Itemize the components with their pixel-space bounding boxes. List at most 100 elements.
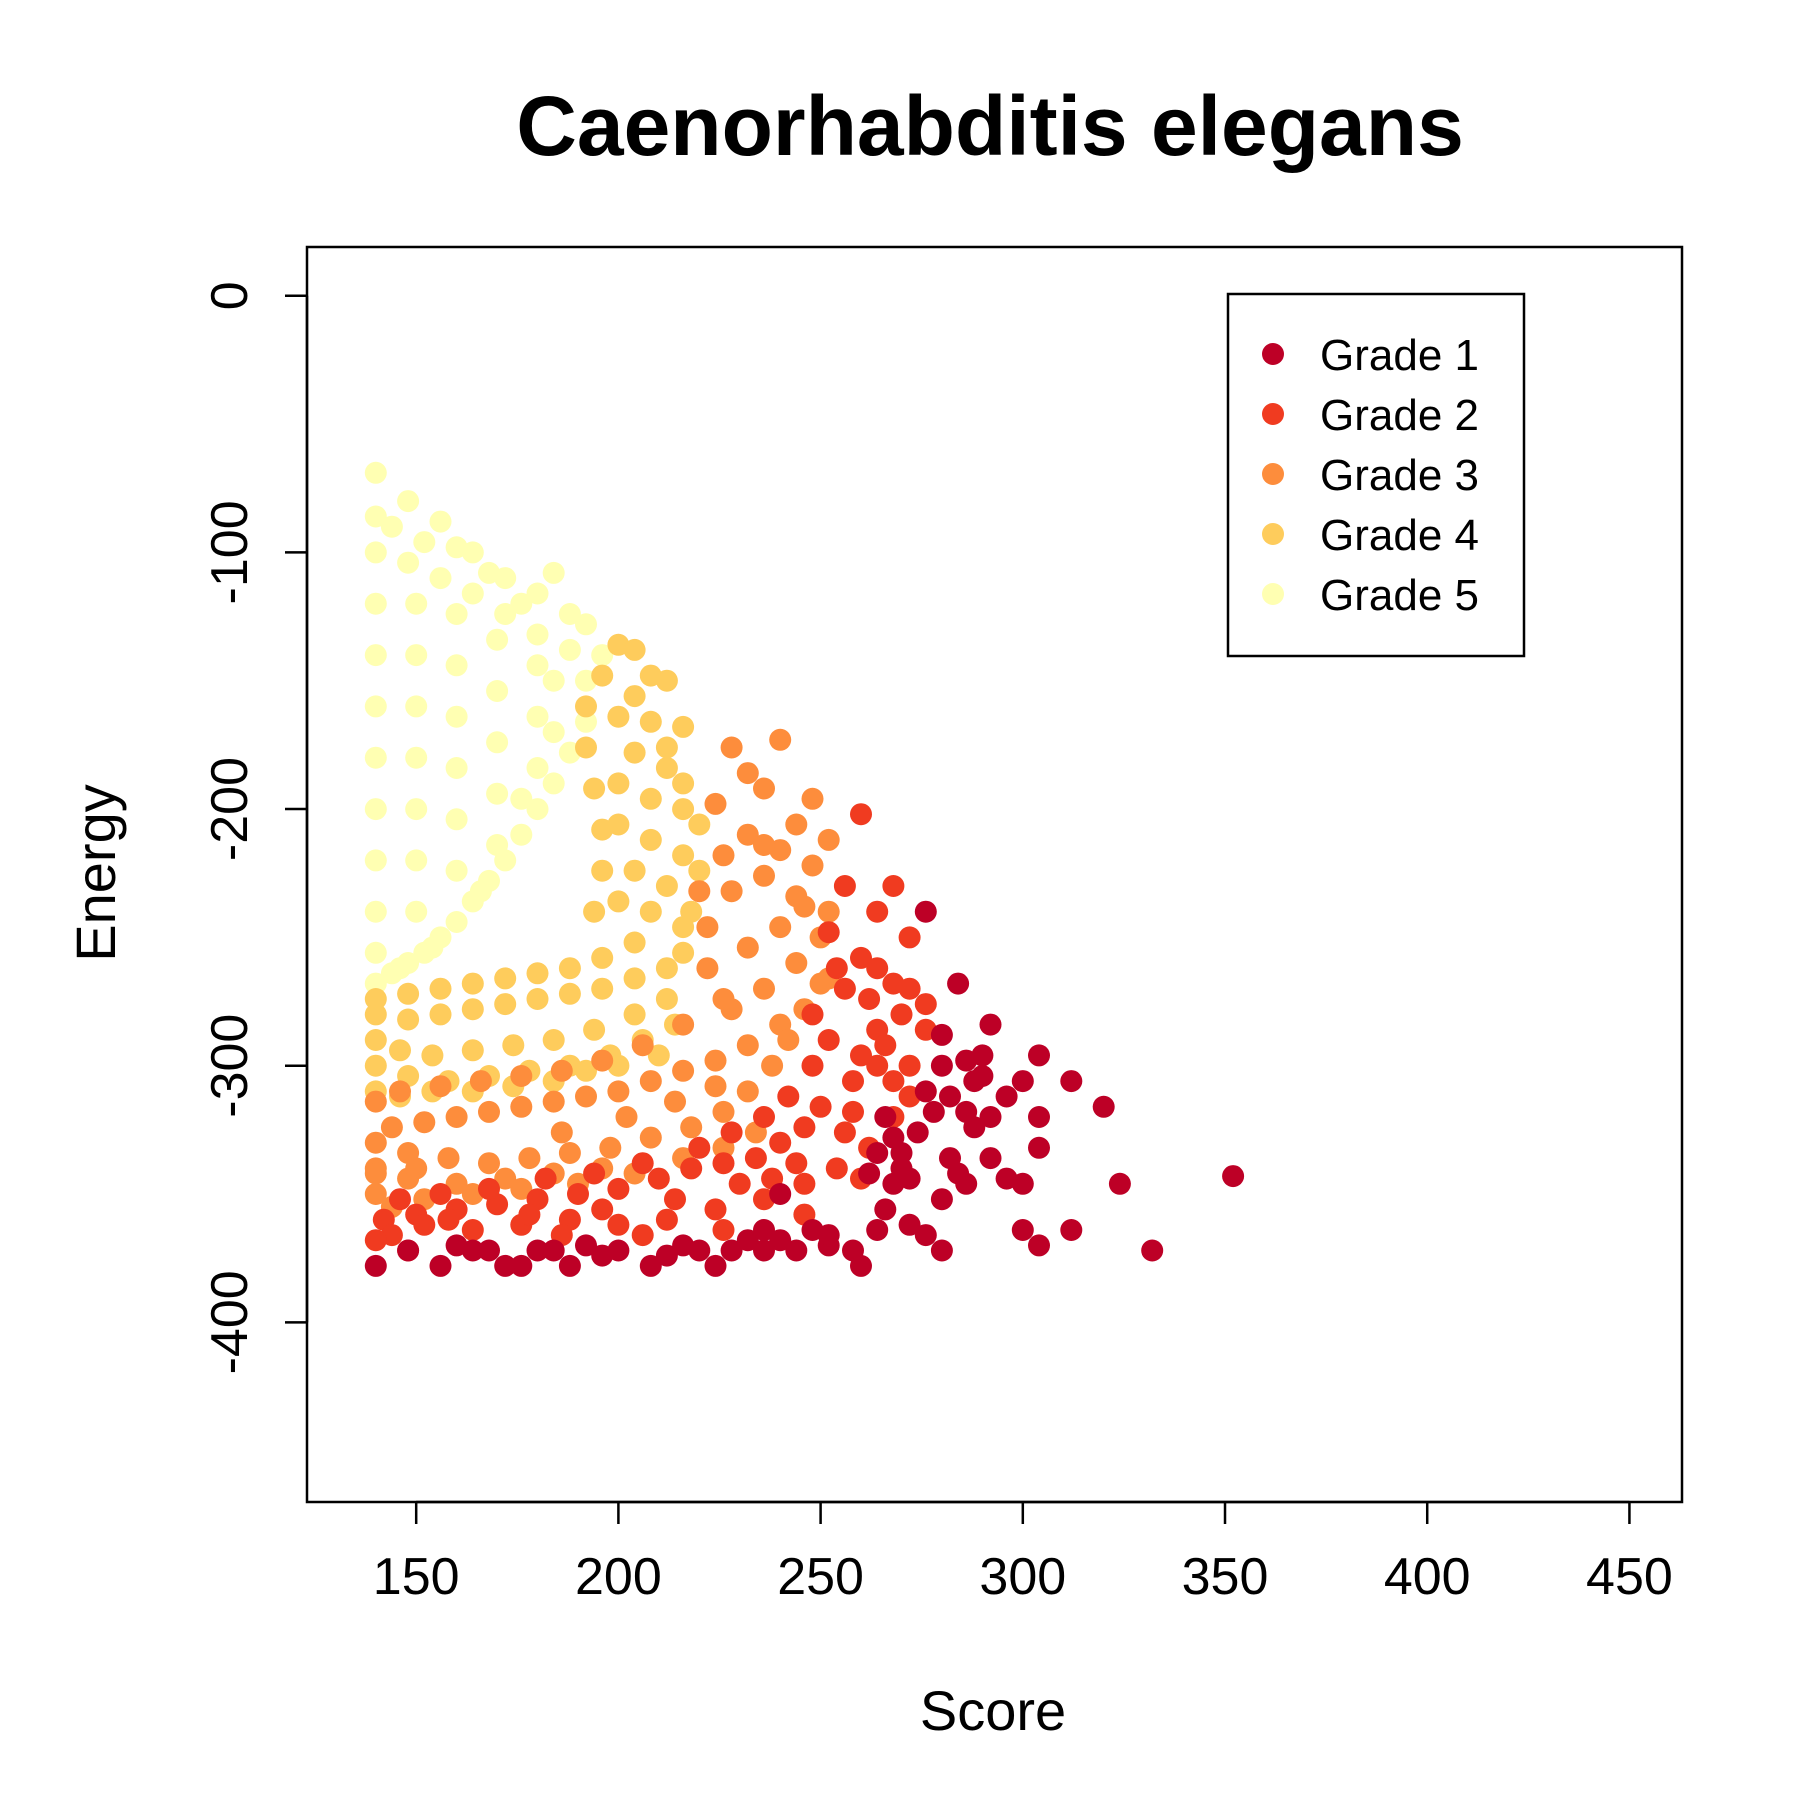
data-point [607, 1177, 630, 1200]
data-point [712, 1219, 735, 1241]
data-point [510, 1095, 533, 1118]
data-point [607, 1239, 630, 1262]
data-point [364, 505, 387, 528]
data-point [567, 1183, 589, 1205]
data-point [542, 1029, 565, 1051]
data-point [445, 603, 468, 625]
data-point [769, 728, 792, 751]
data-point [680, 1157, 703, 1180]
data-point [833, 1121, 856, 1144]
data-point [720, 1121, 743, 1144]
data-point [753, 834, 775, 856]
data-point [704, 1254, 727, 1277]
data-point [364, 1162, 387, 1185]
data-point [672, 844, 695, 867]
data-point [478, 1239, 500, 1262]
data-point [793, 1172, 816, 1195]
data-point [842, 1100, 864, 1123]
data-point [364, 746, 387, 769]
data-point [842, 1239, 864, 1262]
data-point [817, 1029, 840, 1051]
data-point [720, 1239, 743, 1262]
data-point [979, 1013, 1002, 1036]
data-point [1060, 1219, 1083, 1241]
data-point [696, 916, 719, 939]
data-point [494, 1254, 517, 1277]
data-point [801, 1003, 824, 1026]
data-point [575, 710, 597, 733]
data-point [607, 1213, 630, 1236]
data-point [647, 1044, 670, 1067]
data-point [413, 1213, 436, 1236]
data-point [591, 1049, 614, 1072]
data-point [623, 931, 646, 954]
data-point [639, 1126, 662, 1149]
y-axis: 0 -100 -200 -300 -400 [201, 281, 309, 1374]
data-point [1092, 1095, 1115, 1118]
data-point [542, 669, 565, 692]
data-point [591, 946, 614, 969]
data-point [947, 972, 970, 995]
data-point [623, 638, 646, 661]
data-point [591, 644, 614, 667]
data-point [623, 967, 646, 990]
data-point [882, 1126, 905, 1149]
legend-marker [1262, 463, 1284, 485]
data-point [429, 510, 452, 533]
data-point [672, 1013, 695, 1036]
data-point [842, 1070, 864, 1093]
data-point [526, 962, 549, 985]
data-point [1011, 1172, 1034, 1195]
series-grade-5 [364, 461, 614, 995]
data-point [534, 1167, 557, 1190]
data-point [655, 957, 678, 980]
data-point [429, 977, 452, 1000]
data-point [955, 1172, 978, 1195]
data-point [753, 777, 775, 800]
data-point [874, 1106, 897, 1128]
data-point [510, 1254, 533, 1277]
data-point [704, 1075, 727, 1098]
data-point [526, 705, 549, 728]
data-point [510, 1065, 533, 1087]
data-point [744, 1147, 767, 1170]
data-point [777, 1029, 800, 1051]
data-point [542, 1090, 565, 1113]
data-point [364, 1131, 387, 1154]
x-tick-label: 300 [979, 1548, 1066, 1606]
data-point [639, 900, 662, 923]
data-point [704, 1049, 727, 1072]
data-point [526, 654, 549, 677]
data-point [558, 638, 581, 661]
data-point [866, 1054, 889, 1077]
series-grade-4 [364, 633, 711, 1108]
data-point [623, 685, 646, 708]
data-point [769, 1229, 792, 1252]
data-point [688, 859, 711, 882]
data-point [1011, 1219, 1034, 1241]
data-point [486, 731, 509, 754]
data-point [461, 1219, 484, 1241]
data-point [405, 695, 428, 718]
data-point [817, 1224, 840, 1247]
data-point [704, 792, 727, 815]
data-point [615, 1106, 638, 1128]
data-point [680, 1116, 703, 1139]
data-point [866, 900, 889, 923]
data-point [736, 936, 759, 959]
data-point [882, 1070, 905, 1093]
data-point [930, 1023, 953, 1046]
y-tick-label: -400 [201, 1270, 259, 1374]
data-point [1028, 1044, 1050, 1067]
y-axis-label: Energy [64, 784, 127, 961]
data-point [704, 1198, 727, 1221]
data-point [647, 1167, 670, 1190]
data-point [413, 531, 436, 554]
data-point [914, 993, 937, 1016]
data-point [785, 952, 808, 974]
data-point [753, 864, 775, 887]
data-point [486, 834, 509, 856]
data-point [478, 1177, 500, 1200]
data-point [971, 1044, 994, 1067]
